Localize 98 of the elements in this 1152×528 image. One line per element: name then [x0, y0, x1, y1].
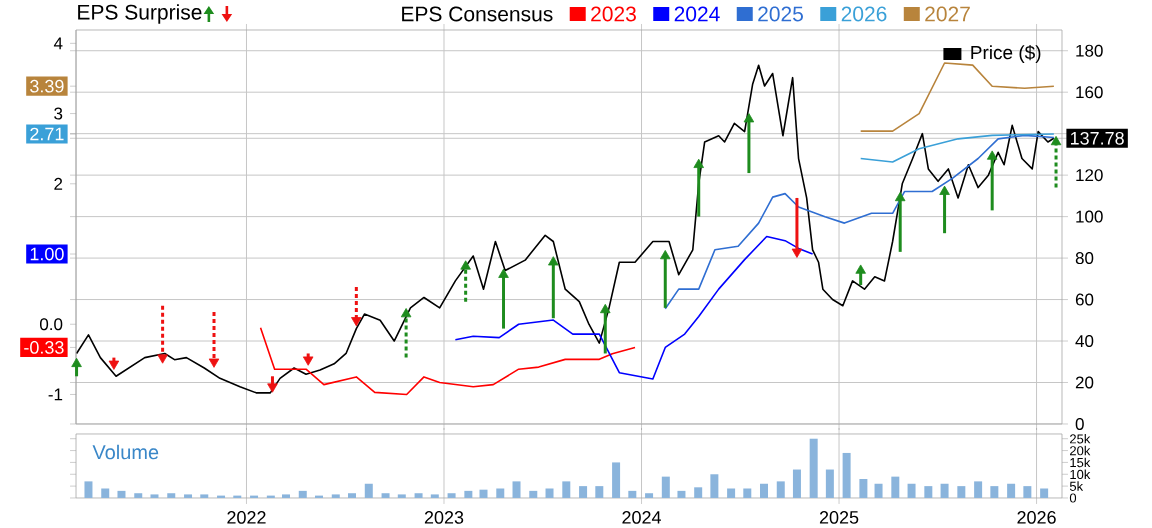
x-tick-label: 2024	[622, 511, 661, 524]
bar	[677, 490, 686, 498]
point	[157, 354, 168, 364]
bar	[101, 488, 110, 498]
bar	[694, 487, 703, 498]
bar	[990, 486, 999, 498]
bar	[84, 481, 93, 498]
bar	[891, 476, 900, 498]
bar	[612, 462, 621, 498]
legend-label: Price ($)	[971, 44, 1041, 63]
point	[600, 303, 611, 314]
line-series	[259, 326, 636, 396]
y2-tick-label: 160	[1076, 86, 1103, 99]
point	[351, 317, 362, 327]
point	[1050, 135, 1062, 146]
y2-tick-label: 120	[1076, 169, 1103, 182]
bar	[579, 486, 588, 498]
line-series	[454, 235, 814, 380]
line-series	[859, 62, 1055, 132]
bar	[562, 481, 571, 498]
point	[498, 268, 509, 278]
x-tick-label: 2022	[227, 511, 266, 524]
bar	[743, 488, 752, 498]
point	[743, 113, 755, 123]
point	[400, 308, 412, 318]
bar	[710, 474, 719, 498]
bar	[545, 488, 554, 498]
point	[108, 360, 120, 370]
y2-tick-label: 137.78	[1070, 131, 1124, 145]
y2-tick-label: 80	[1075, 252, 1094, 265]
bar	[859, 479, 868, 498]
y-tick-label: -0.33	[24, 341, 64, 354]
bar	[957, 486, 966, 498]
x-tick-label: 2026	[1017, 511, 1056, 524]
bar	[1023, 486, 1032, 498]
bar	[117, 490, 126, 498]
bar	[825, 469, 834, 498]
bar	[940, 483, 949, 498]
point	[460, 260, 471, 270]
text: 2026	[841, 6, 887, 22]
point	[939, 185, 950, 195]
bar	[661, 476, 670, 498]
bar	[727, 488, 736, 498]
bar	[595, 486, 604, 498]
point	[894, 191, 906, 202]
bar	[974, 481, 983, 498]
y-tick-label: 1.00	[30, 247, 64, 261]
bar	[776, 481, 785, 498]
x-tick-label: 2025	[819, 511, 859, 524]
y2-tick-label: 20	[1075, 376, 1094, 389]
y-tick-label: 3	[54, 107, 63, 120]
bar	[479, 489, 488, 498]
y2-tick-label: 180	[1076, 44, 1103, 57]
y-tick-label: 3.39	[30, 79, 64, 93]
point	[986, 150, 998, 160]
bar	[1040, 488, 1049, 498]
bar	[464, 490, 473, 498]
legend-label: 2024	[674, 6, 720, 22]
y-tick-label: 2	[54, 177, 63, 190]
chart-title: Volume	[92, 444, 159, 460]
bar	[512, 481, 521, 498]
bar	[1007, 483, 1016, 498]
legend-label: 2023	[591, 6, 636, 22]
y2-tick-label: 60	[1075, 293, 1094, 306]
legend-label: 2027	[925, 6, 970, 22]
legend-label: 2025	[758, 6, 803, 22]
y2-tick-label: 0	[1075, 417, 1084, 430]
point	[660, 250, 671, 260]
bar	[809, 438, 818, 498]
legend-title: EPS Consensus	[402, 6, 553, 22]
point	[302, 356, 314, 366]
y-tick-label: 2.71	[30, 127, 64, 141]
y-tick-label: 4	[53, 37, 63, 50]
bar	[874, 483, 883, 498]
y2-tick-label: 40	[1075, 335, 1094, 348]
bar	[842, 452, 851, 498]
line-series	[859, 133, 1055, 163]
point	[208, 358, 220, 368]
bar	[792, 469, 801, 498]
bar	[907, 483, 916, 498]
point	[693, 158, 704, 168]
bar	[628, 490, 637, 498]
bar	[924, 486, 933, 498]
chart-title: EPS Surprise	[78, 4, 202, 24]
bar	[529, 490, 538, 498]
point	[267, 383, 278, 393]
y2-tick-label: 100	[1076, 210, 1103, 223]
bar	[496, 488, 505, 498]
point	[71, 357, 82, 368]
bar	[364, 483, 373, 498]
bar	[760, 483, 769, 498]
bar	[298, 490, 307, 498]
y-tick-label: -1	[48, 388, 63, 401]
point	[855, 264, 866, 274]
y-tick-label: 0.0	[40, 318, 63, 331]
x-tick-label: 2023	[424, 511, 464, 524]
point	[548, 256, 559, 266]
point	[791, 248, 803, 258]
